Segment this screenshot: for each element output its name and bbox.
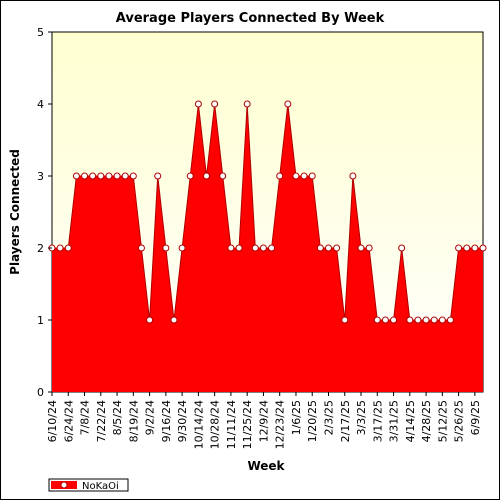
data-point: [373, 316, 381, 324]
data-point: [243, 100, 251, 108]
data-point: [398, 244, 406, 252]
data-point: [333, 244, 341, 252]
data-point: [203, 172, 211, 180]
data-point: [284, 100, 292, 108]
data-point: [235, 244, 243, 252]
x-tick-label: 10/14/24: [192, 400, 205, 449]
data-point: [105, 172, 113, 180]
x-axis-label: Week: [247, 459, 285, 473]
y-tick-label: 2: [37, 242, 44, 255]
data-point: [219, 172, 227, 180]
y-tick-label: 4: [37, 98, 44, 111]
x-tick-label: 3/31/25: [388, 400, 401, 442]
x-tick-label: 3/17/25: [371, 400, 384, 442]
data-point: [162, 244, 170, 252]
x-tick-label: 5/26/25: [453, 400, 466, 442]
data-point: [186, 172, 194, 180]
x-tick-label: 2/3/25: [322, 400, 335, 435]
data-point: [194, 100, 202, 108]
legend-label: NoKaOi: [82, 481, 119, 492]
x-tick-label: 9/30/24: [176, 400, 189, 442]
data-point: [137, 244, 145, 252]
y-tick-label: 0: [37, 386, 44, 399]
data-point: [381, 316, 389, 324]
data-point: [56, 244, 64, 252]
data-point: [146, 316, 154, 324]
data-point: [365, 244, 373, 252]
y-tick-label: 5: [37, 26, 44, 39]
data-point: [292, 172, 300, 180]
data-point: [259, 244, 267, 252]
data-point: [406, 316, 414, 324]
data-point: [316, 244, 324, 252]
data-point: [89, 172, 97, 180]
x-tick-label: 5/12/25: [436, 400, 449, 442]
x-tick-label: 4/14/25: [404, 400, 417, 442]
data-point: [113, 172, 121, 180]
data-point: [227, 244, 235, 252]
data-point: [170, 316, 178, 324]
x-tick-label: 11/25/24: [241, 400, 254, 449]
x-tick-label: 4/28/25: [420, 400, 433, 442]
chart-title: Average Players Connected By Week: [116, 11, 385, 26]
x-tick-label: 7/8/24: [79, 400, 92, 435]
data-point: [341, 316, 349, 324]
data-point: [81, 172, 89, 180]
data-point: [390, 316, 398, 324]
x-tick-label: 6/10/24: [46, 400, 59, 442]
y-tick-label: 1: [37, 314, 44, 327]
data-point: [268, 244, 276, 252]
x-tick-label: 10/28/24: [209, 400, 222, 449]
x-tick-label: 3/3/25: [355, 400, 368, 435]
data-point: [455, 244, 463, 252]
data-point: [72, 172, 80, 180]
data-point: [129, 172, 137, 180]
x-tick-label: 6/24/24: [62, 400, 75, 442]
data-point: [300, 172, 308, 180]
y-axis-label: Players Connected: [8, 149, 22, 275]
data-point: [178, 244, 186, 252]
data-point: [446, 316, 454, 324]
data-point: [308, 172, 316, 180]
data-point: [154, 172, 162, 180]
data-point: [463, 244, 471, 252]
data-point: [430, 316, 438, 324]
data-point: [357, 244, 365, 252]
x-tick-label: 6/9/25: [469, 400, 482, 435]
legend: NoKaOi: [48, 478, 129, 492]
x-tick-label: 2/17/25: [339, 400, 352, 442]
x-tick-label: 9/2/24: [144, 400, 157, 435]
data-point: [471, 244, 479, 252]
x-tick-label: 12/23/24: [274, 400, 287, 449]
x-tick-label: 1/6/25: [290, 400, 303, 435]
x-tick-label: 8/19/24: [127, 400, 140, 442]
data-point: [324, 244, 332, 252]
x-tick-label: 12/9/24: [257, 400, 270, 442]
legend-marker: [60, 481, 68, 489]
data-point: [121, 172, 129, 180]
y-tick-label: 3: [37, 170, 44, 183]
data-point: [276, 172, 284, 180]
x-tick-label: 9/16/24: [160, 400, 173, 442]
data-point: [64, 244, 72, 252]
x-tick-label: 11/11/24: [225, 400, 238, 449]
data-point: [414, 316, 422, 324]
data-point: [438, 316, 446, 324]
data-point: [97, 172, 105, 180]
data-point: [349, 172, 357, 180]
x-tick-label: 7/22/24: [95, 400, 108, 442]
x-tick-label: 8/5/24: [111, 400, 124, 435]
x-tick-label: 1/20/25: [306, 400, 319, 442]
data-point: [211, 100, 219, 108]
data-point: [479, 244, 487, 252]
data-point: [422, 316, 430, 324]
data-point: [251, 244, 259, 252]
